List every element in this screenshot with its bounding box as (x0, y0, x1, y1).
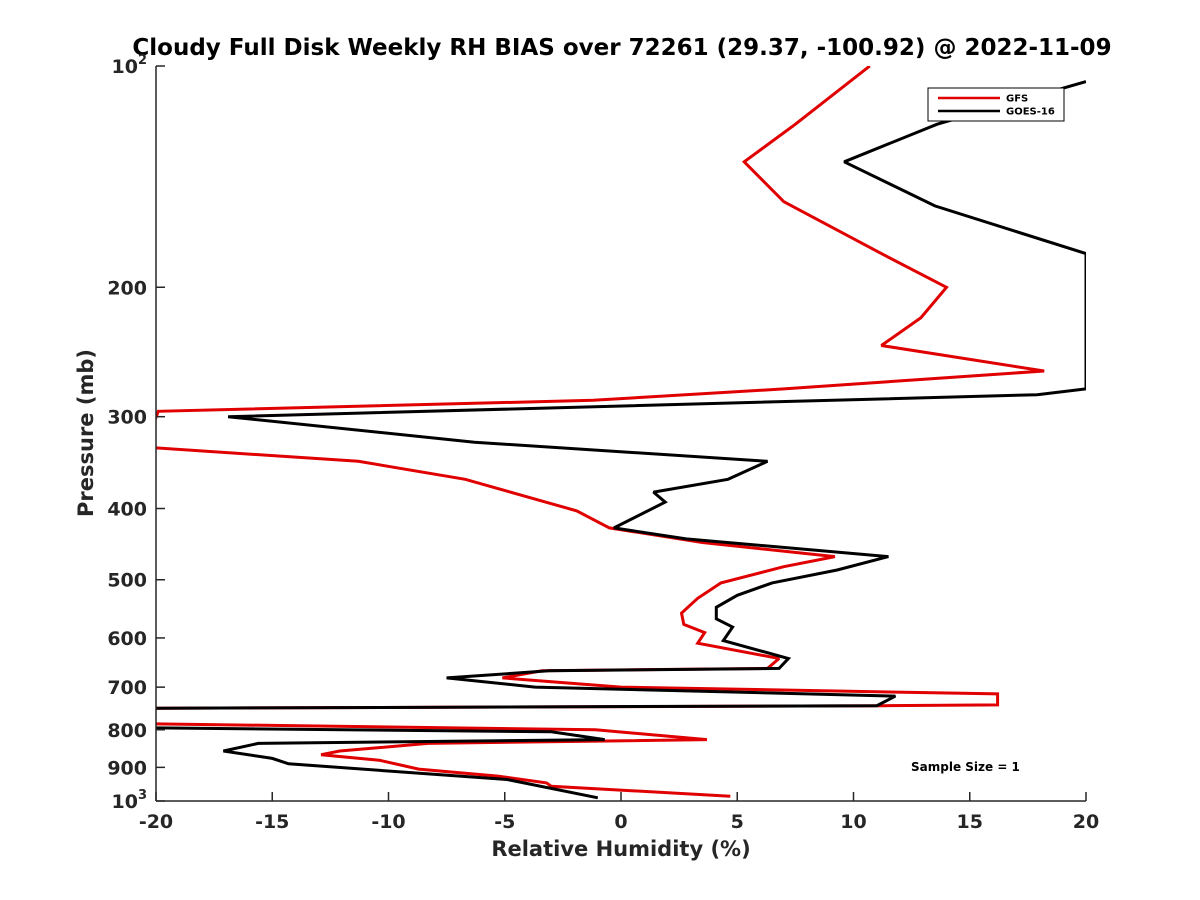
y-tick-label: 200 (107, 277, 147, 299)
x-ticks: -20 -15 -10 -5 0 5 10 15 20 (139, 792, 1099, 833)
x-tick-label: -15 (255, 811, 289, 833)
legend-label-goes-16: GOES-16 (1006, 107, 1055, 118)
x-tick-label: 20 (1073, 811, 1099, 833)
x-tick-label: -10 (371, 811, 405, 833)
y-ticks: 102 200 300 400 500 600 700 800 900 103 (107, 53, 165, 813)
y-tick-label: 800 (107, 720, 147, 742)
y-tick-label: 600 (107, 628, 147, 650)
chart-title: Cloudy Full Disk Weekly RH BIAS over 722… (132, 35, 1111, 61)
y-tick-label: 102 (112, 53, 148, 78)
sample-size-annotation: Sample Size = 1 (911, 760, 1020, 774)
x-tick-label: 5 (731, 811, 744, 833)
y-tick-label: 700 (107, 677, 147, 699)
x-axis-label: Relative Humidity (%) (491, 837, 750, 861)
series-line-gfs (156, 66, 1045, 798)
x-tick-label: -5 (494, 811, 515, 833)
legend: GFS GOES-16 (927, 87, 1065, 122)
x-tick-label: 10 (840, 811, 866, 833)
series-layer (156, 66, 1086, 800)
y-tick-label: 300 (107, 407, 147, 429)
y-axis-label: Pressure (mb) (74, 349, 98, 517)
y-tick-label: 500 (107, 570, 147, 592)
series-line-goes-16 (156, 80, 1086, 800)
x-tick-label: 0 (614, 811, 627, 833)
x-tick-label: -20 (139, 811, 173, 833)
x-tick-label: 15 (957, 811, 983, 833)
y-tick-label: 900 (107, 757, 147, 779)
y-tick-label: 103 (112, 788, 148, 813)
legend-box (927, 87, 1065, 122)
legend-label-gfs: GFS (1006, 94, 1028, 105)
y-tick-label: 400 (107, 499, 147, 521)
